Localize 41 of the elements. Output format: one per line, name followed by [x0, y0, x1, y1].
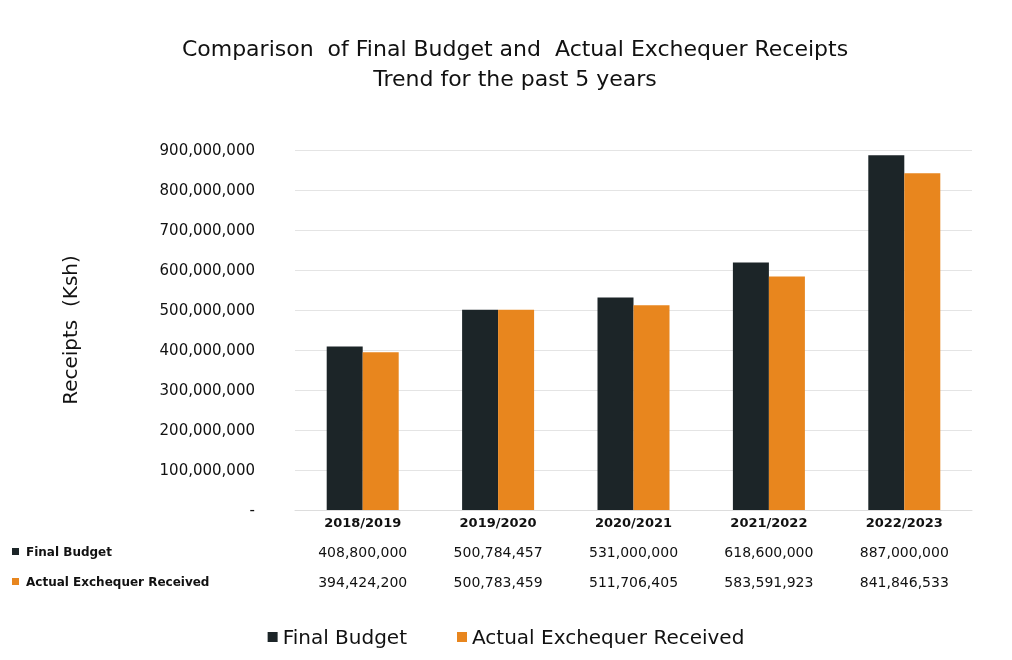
bar — [633, 305, 670, 510]
y-tick-label: 200,000,000 — [159, 421, 255, 439]
bar — [326, 346, 363, 510]
bar — [768, 276, 805, 510]
x-tick-label: 2022/2023 — [865, 515, 943, 530]
y-tick-label: 400,000,000 — [159, 341, 255, 359]
y-tick-label: 100,000,000 — [159, 461, 255, 479]
text: Actual Exchequer Received — [26, 575, 210, 589]
bar — [732, 262, 769, 510]
y-tick-label: 600,000,000 — [159, 261, 255, 279]
y-axis-title: Receipts (Ksh) — [58, 255, 82, 405]
text: Final Budget — [26, 545, 112, 559]
data-label: 511,706,405 — [588, 574, 679, 590]
x-tick-label: 2021/2022 — [730, 515, 808, 530]
y-tick-label: 800,000,000 — [159, 181, 255, 199]
data-label: 583,591,923 — [724, 574, 814, 590]
x-tick-label: 2019/2020 — [459, 515, 537, 530]
y-tick-label: - — [249, 501, 255, 519]
data-label: 531,000,000 — [588, 544, 679, 560]
data-label: 408,800,000 — [318, 544, 408, 560]
x-tick-label: 2018/2019 — [324, 515, 402, 530]
x-tick-label: 2020/2021 — [594, 515, 673, 530]
bar — [868, 155, 905, 510]
data-label: 618,600,000 — [724, 544, 814, 560]
data-label: 394,424,200 — [318, 574, 408, 590]
y-tick-label: 700,000,000 — [159, 221, 255, 239]
legend-label: Final Budget — [282, 625, 408, 649]
bar — [498, 309, 535, 510]
data-label: 841,846,533 — [859, 574, 949, 590]
y-tick-label: 300,000,000 — [159, 381, 255, 399]
data-label: 500,783,459 — [453, 574, 543, 590]
legend-label: Actual Exchequer Received — [472, 625, 745, 649]
y-tick-label: 500,000,000 — [159, 301, 255, 319]
bar — [597, 297, 634, 510]
chart-title: Comparison of Final Budget and Actual Exchequer Receipts Trend for the past 5 years — [181, 35, 849, 91]
data-label: 887,000,000 — [859, 544, 949, 560]
data-label: 500,784,457 — [453, 544, 543, 560]
bar — [904, 173, 941, 510]
bar — [462, 309, 499, 510]
y-tick-label: 900,000,000 — [159, 141, 255, 159]
bar — [362, 352, 399, 510]
